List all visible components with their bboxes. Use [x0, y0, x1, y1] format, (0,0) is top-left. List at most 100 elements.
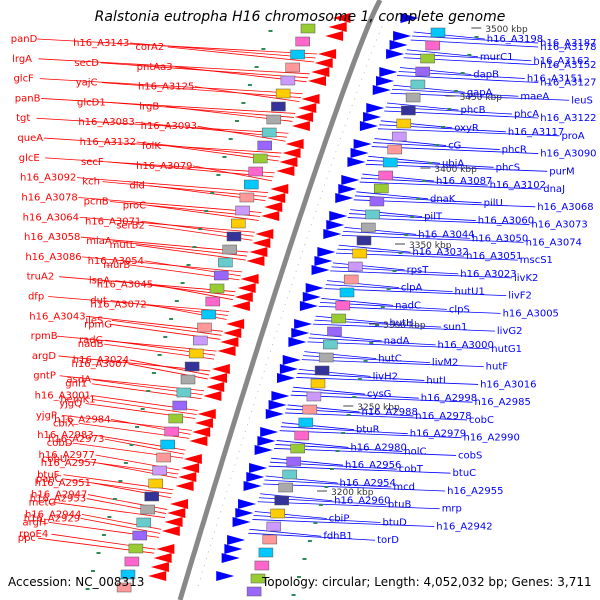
connector-line: [330, 270, 513, 279]
forward-feature: [314, 58, 333, 68]
connector-line: [111, 319, 222, 336]
annotation-block: [164, 426, 179, 437]
annotation-block: [128, 543, 144, 554]
forward-feature: [181, 463, 200, 473]
annotation-block: [335, 300, 351, 311]
forward-gene-label: h16_A3079: [136, 161, 192, 172]
gc-mark: [416, 198, 421, 200]
reverse-gene-label: nadC: [395, 300, 421, 311]
connector-line: [39, 78, 303, 95]
reverse-gene-label: dnaK: [430, 194, 456, 205]
gc-mark: [375, 324, 380, 326]
gc-mark: [254, 66, 259, 68]
connector-line: [59, 276, 236, 293]
reverse-feature: [335, 193, 354, 203]
forward-feature: [267, 193, 286, 203]
reverse-gene-label: h16_A2942: [436, 521, 492, 532]
forward-gene-label: gnl1: [65, 379, 87, 390]
forward-feature: [237, 283, 256, 293]
reverse-gene-label: h16_A3051: [466, 251, 522, 262]
reverse-feature: [376, 76, 395, 86]
connector-line: [362, 173, 434, 182]
connector-line: [313, 323, 495, 332]
connector-line: [194, 86, 300, 103]
connector-line: [136, 244, 246, 261]
kbp-tick-label: 3200 kbp: [331, 488, 374, 498]
reverse-gene-label: hutI: [426, 375, 446, 386]
reverse-gene-label: pilU: [484, 198, 503, 209]
annotation-block: [266, 521, 282, 532]
connector-line: [356, 191, 429, 200]
forward-gene-label: h16_A2973: [48, 434, 104, 445]
kbp-tick-label: 3400 kbp: [434, 165, 477, 175]
forward-gene-label: lspA: [89, 276, 110, 287]
gc-mark: [324, 486, 329, 488]
forward-gene-label: glcD1: [77, 97, 106, 108]
forward-gene-label: yjgQ: [59, 399, 82, 410]
kbp-tick-marks: 3500 kbp 3450 kbp 3400 kbp 3350 kbp 3300 kbp…: [317, 25, 528, 498]
reverse-feature: [254, 445, 273, 455]
connector-line: [338, 244, 411, 253]
connector-line: [341, 234, 524, 243]
connector-line: [43, 137, 282, 154]
annotation-block: [302, 404, 318, 415]
forward-gene-label: h16_A3043: [29, 311, 85, 322]
reverse-gene-label: h16_A3122: [540, 113, 596, 124]
annotation-block: [270, 508, 285, 519]
reverse-gene-label: hutF: [486, 362, 509, 373]
reverse-feature: [341, 175, 360, 185]
gc-mark: [307, 540, 312, 542]
connector-line: [397, 75, 539, 83]
reverse-feature: [238, 499, 257, 509]
annotation-block: [226, 231, 242, 242]
gc-mark: [261, 48, 266, 50]
forward-gene-label: h16_A3058: [24, 232, 80, 243]
forward-gene-label: secD: [74, 58, 99, 69]
forward-feature: [148, 571, 167, 581]
forward-feature: [301, 94, 320, 104]
reverse-feature: [249, 463, 268, 473]
reverse-gene-label: h16_A3117: [508, 127, 564, 138]
annotation-block: [310, 378, 326, 389]
reverse-gene-label: mrp: [442, 504, 462, 515]
annotation-block: [430, 27, 446, 38]
reverse-feature: [372, 85, 391, 95]
gc-mark: [467, 54, 472, 56]
connector-line: [248, 532, 376, 541]
connector-line: [192, 165, 273, 182]
gc-mark: [123, 462, 128, 464]
reverse-gene-label: h16_A3005: [503, 308, 559, 319]
reverse-gene-label: h16_A3032: [412, 247, 468, 258]
reverse-gene-label: dapB: [473, 70, 499, 81]
connector-line: [82, 256, 242, 273]
label-connector-lines: [36, 31, 570, 554]
gc-mark: [410, 216, 415, 218]
forward-feature: [279, 157, 298, 167]
gc-mark: [441, 126, 445, 128]
forward-gene-label: h16_A2951: [35, 478, 91, 489]
forward-gene-label: tgt: [16, 113, 30, 124]
annotation-block: [193, 335, 208, 346]
annotation-block: [180, 374, 196, 385]
connector-line: [260, 493, 333, 502]
reverse-gene-label: clpS: [449, 304, 470, 315]
annotation-block: [294, 430, 309, 441]
forward-gene-label: panC: [36, 474, 62, 485]
reverse-feature: [260, 427, 279, 437]
forward-gene-label: dfp: [28, 292, 44, 303]
gc-mark: [369, 342, 374, 344]
reverse-feature: [363, 112, 382, 122]
reverse-gene-label: btuB: [388, 500, 412, 511]
connector-line: [309, 333, 382, 342]
gc-mark: [186, 264, 191, 266]
forward-gene-label: h16_A3083: [78, 117, 134, 128]
forward-feature: [197, 409, 216, 419]
reverse-gene-label: livH2: [373, 371, 398, 382]
annotation-block: [298, 417, 314, 428]
forward-gene-label: rpmB: [31, 331, 58, 342]
annotation-block: [295, 36, 310, 47]
annotation-block: [266, 114, 282, 125]
forward-gene-label: btuF: [37, 470, 60, 481]
kbp-tick-label: 3500 kbp: [485, 25, 528, 35]
backbone-circle-arc: [177, 0, 383, 600]
